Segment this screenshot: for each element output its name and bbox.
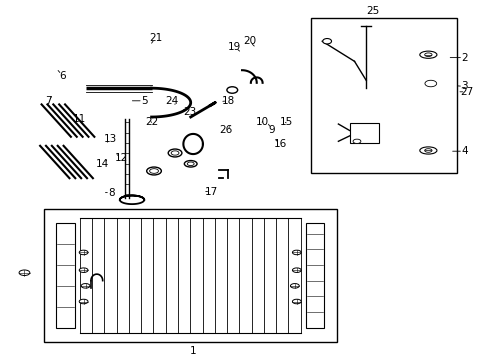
Text: 27: 27 <box>459 87 473 97</box>
Bar <box>310 18 456 173</box>
Ellipse shape <box>19 270 30 275</box>
Ellipse shape <box>171 151 179 155</box>
Text: 10: 10 <box>255 117 268 127</box>
Text: 16: 16 <box>273 139 286 149</box>
Ellipse shape <box>352 139 360 143</box>
Ellipse shape <box>184 161 197 167</box>
Text: 5: 5 <box>141 96 147 106</box>
Text: 23: 23 <box>183 107 196 117</box>
Text: 12: 12 <box>114 153 128 163</box>
Text: 26: 26 <box>219 125 232 135</box>
Text: 13: 13 <box>103 134 117 144</box>
Ellipse shape <box>419 51 436 58</box>
Text: 11: 11 <box>72 114 86 124</box>
Ellipse shape <box>424 80 436 87</box>
Text: 24: 24 <box>165 96 179 106</box>
Bar <box>44 209 337 342</box>
Text: 21: 21 <box>148 33 162 43</box>
Text: 7: 7 <box>45 96 52 106</box>
Text: 17: 17 <box>204 186 218 197</box>
Text: 4: 4 <box>460 146 467 156</box>
Text: 15: 15 <box>279 117 292 127</box>
Ellipse shape <box>290 284 299 288</box>
Text: 8: 8 <box>108 188 115 198</box>
Ellipse shape <box>149 168 158 174</box>
Ellipse shape <box>292 250 301 255</box>
Ellipse shape <box>419 147 436 154</box>
Text: 2: 2 <box>460 53 467 63</box>
Ellipse shape <box>292 268 301 273</box>
Text: 9: 9 <box>268 125 275 135</box>
Text: 6: 6 <box>59 71 66 81</box>
Ellipse shape <box>424 149 431 152</box>
Text: 18: 18 <box>222 96 235 106</box>
Ellipse shape <box>79 299 88 304</box>
Text: 3: 3 <box>460 81 467 91</box>
Text: 25: 25 <box>365 6 379 16</box>
Bar <box>305 223 324 328</box>
Text: 14: 14 <box>96 159 109 169</box>
Ellipse shape <box>79 268 88 273</box>
Ellipse shape <box>79 250 88 255</box>
Text: 22: 22 <box>144 117 158 127</box>
Ellipse shape <box>322 39 331 44</box>
Ellipse shape <box>292 299 301 304</box>
Ellipse shape <box>226 87 237 93</box>
Ellipse shape <box>187 162 194 166</box>
Bar <box>56 223 75 328</box>
Bar <box>349 123 378 143</box>
Ellipse shape <box>81 284 90 288</box>
Ellipse shape <box>146 167 161 175</box>
Ellipse shape <box>168 149 182 157</box>
Ellipse shape <box>424 53 431 57</box>
Text: 20: 20 <box>243 36 255 46</box>
Text: 1: 1 <box>189 346 196 356</box>
Text: 19: 19 <box>227 42 241 52</box>
